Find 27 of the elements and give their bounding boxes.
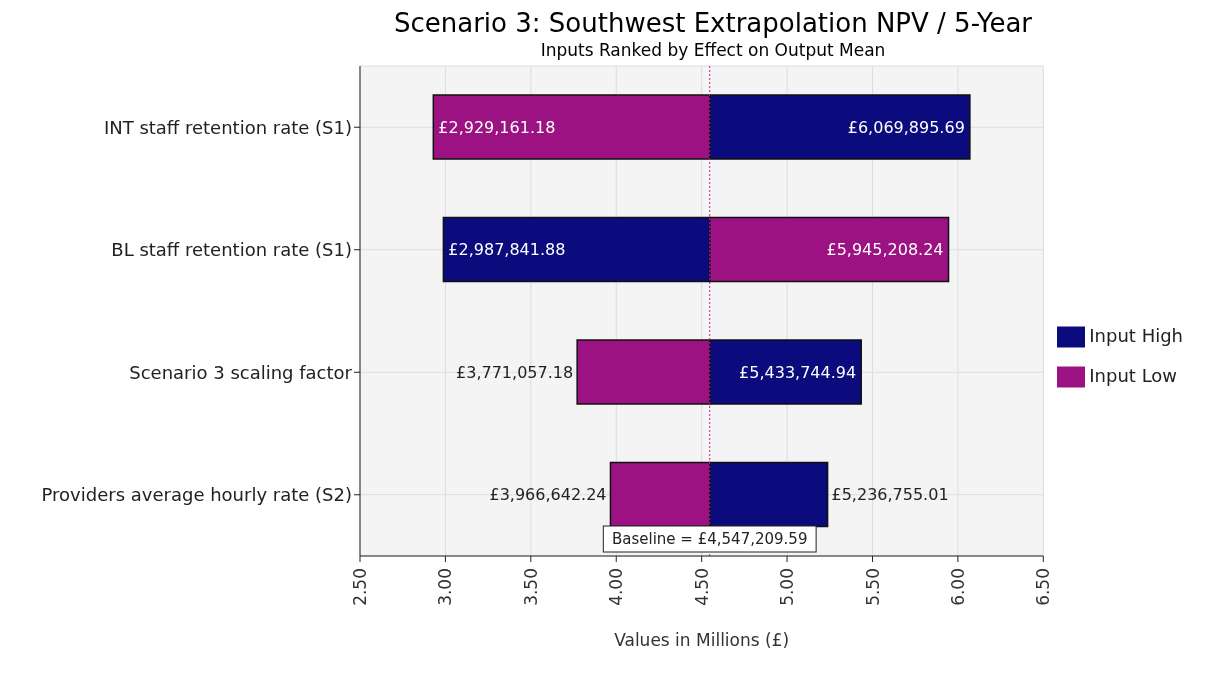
chart-subtitle: Inputs Ranked by Effect on Output Mean [539, 40, 887, 60]
x-tick-label: 3.50 [520, 568, 541, 606]
x-tick-label: 6.00 [947, 568, 968, 606]
annotation: £2,929,161.18 [438, 117, 556, 137]
annotation: £5,236,755.01 [831, 485, 949, 505]
x-tick-label: 5.50 [862, 568, 883, 606]
x-tick-label: 4.00 [606, 568, 627, 606]
y-tick-label: Providers average hourly rate (S2) [41, 484, 352, 506]
x-tick-label: 6.50 [1033, 568, 1054, 606]
legend-label: Input Low [1089, 365, 1178, 386]
annotation: £6,069,895.69 [847, 117, 965, 137]
ref-line-label: Baseline = £4,547,209.59 [611, 530, 808, 549]
annotation: £5,945,208.24 [826, 240, 944, 260]
legend-label: Input High [1089, 325, 1183, 346]
annotation: £3,966,642.24 [489, 485, 607, 505]
chart-title: Scenario 3: Southwest Extrapolation NPV / 5-Year [392, 8, 1033, 38]
y-tick-label: BL staff retention rate (S1) [111, 239, 352, 261]
x-tick-label: 5.00 [777, 568, 798, 606]
x-axis-title: Values in Millions (£) [614, 630, 790, 650]
x-tick-label: 2.50 [350, 568, 371, 606]
y-tick-label: INT staff retention rate (S1) [103, 116, 352, 138]
annotation: £5,433,744.94 [739, 362, 857, 382]
annotation: £3,771,057.18 [456, 362, 574, 382]
y-tick-label: Scenario 3 scaling factor [129, 361, 353, 383]
x-tick-label: 4.50 [691, 568, 712, 606]
x-tick-label: 3.00 [435, 568, 456, 606]
annotation: £2,987,841.88 [448, 240, 566, 260]
